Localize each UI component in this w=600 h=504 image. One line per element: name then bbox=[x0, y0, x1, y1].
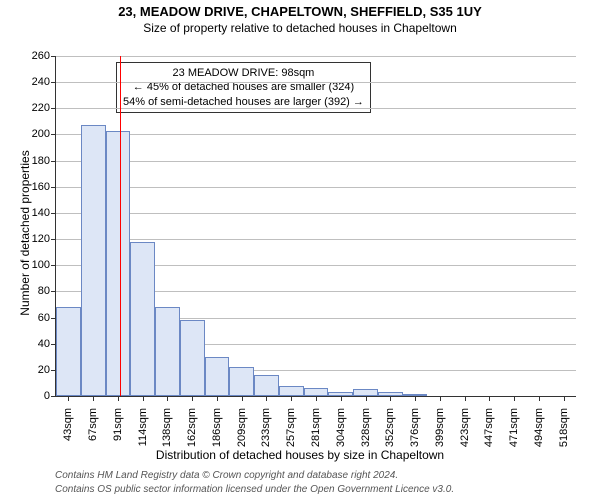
histogram-bar bbox=[304, 388, 329, 396]
xtick-label: 471sqm bbox=[508, 408, 520, 447]
xtick-label: 281sqm bbox=[310, 408, 322, 447]
xtick-mark bbox=[465, 396, 466, 401]
ytick-mark bbox=[51, 134, 56, 135]
xtick-label: 257sqm bbox=[285, 408, 297, 447]
xtick-label: 233sqm bbox=[260, 408, 272, 447]
xtick-mark bbox=[316, 396, 317, 401]
xtick-mark bbox=[514, 396, 515, 401]
ytick-mark bbox=[51, 56, 56, 57]
ytick-mark bbox=[51, 396, 56, 397]
xtick-mark bbox=[118, 396, 119, 401]
ytick-label: 60 bbox=[38, 312, 50, 324]
ytick-label: 20 bbox=[38, 364, 50, 376]
ytick-label: 180 bbox=[32, 155, 50, 167]
xtick-label: 328sqm bbox=[360, 408, 372, 447]
xtick-mark bbox=[167, 396, 168, 401]
ytick-mark bbox=[51, 265, 56, 266]
gridline bbox=[56, 213, 576, 214]
ytick-mark bbox=[51, 213, 56, 214]
gridline bbox=[56, 56, 576, 57]
xtick-mark bbox=[93, 396, 94, 401]
xtick-mark bbox=[390, 396, 391, 401]
ytick-mark bbox=[51, 291, 56, 292]
xtick-label: 114sqm bbox=[137, 408, 149, 446]
footer-line2: Contains OS public sector information li… bbox=[55, 484, 454, 495]
xtick-label: 138sqm bbox=[161, 408, 173, 447]
x-axis-label: Distribution of detached houses by size … bbox=[0, 448, 600, 462]
xtick-label: 304sqm bbox=[335, 408, 347, 447]
xtick-mark bbox=[564, 396, 565, 401]
xtick-mark bbox=[341, 396, 342, 401]
ytick-label: 240 bbox=[32, 76, 50, 88]
xtick-label: 352sqm bbox=[384, 408, 396, 447]
footer-line1: Contains HM Land Registry data © Crown c… bbox=[55, 470, 398, 481]
xtick-label: 423sqm bbox=[459, 408, 471, 447]
xtick-mark bbox=[192, 396, 193, 401]
xtick-mark bbox=[539, 396, 540, 401]
xtick-mark bbox=[366, 396, 367, 401]
gridline bbox=[56, 161, 576, 162]
ytick-mark bbox=[51, 161, 56, 162]
xtick-label: 209sqm bbox=[236, 408, 248, 447]
xtick-mark bbox=[291, 396, 292, 401]
ytick-mark bbox=[51, 239, 56, 240]
ytick-label: 100 bbox=[32, 259, 50, 271]
histogram-bar bbox=[254, 375, 279, 396]
xtick-label: 399sqm bbox=[434, 408, 446, 447]
xtick-label: 447sqm bbox=[483, 408, 495, 447]
gridline bbox=[56, 239, 576, 240]
annotation-line1: 23 MEADOW DRIVE: 98sqm bbox=[123, 66, 364, 80]
ytick-mark bbox=[51, 187, 56, 188]
xtick-label: 162sqm bbox=[186, 408, 198, 447]
xtick-label: 494sqm bbox=[533, 408, 545, 447]
xtick-mark bbox=[143, 396, 144, 401]
xtick-label: 186sqm bbox=[211, 408, 223, 447]
reference-line bbox=[120, 56, 121, 396]
annotation-line3: 54% of semi-detached houses are larger (… bbox=[123, 95, 364, 109]
xtick-label: 43sqm bbox=[62, 408, 74, 441]
xtick-label: 91sqm bbox=[112, 408, 124, 441]
histogram-bar bbox=[106, 131, 131, 396]
histogram-bar bbox=[155, 307, 180, 396]
ytick-label: 140 bbox=[32, 207, 50, 219]
xtick-mark bbox=[489, 396, 490, 401]
title-primary: 23, MEADOW DRIVE, CHAPELTOWN, SHEFFIELD,… bbox=[0, 4, 600, 19]
ytick-label: 0 bbox=[44, 390, 50, 402]
xtick-mark bbox=[217, 396, 218, 401]
ytick-label: 220 bbox=[32, 102, 50, 114]
xtick-mark bbox=[68, 396, 69, 401]
ytick-label: 40 bbox=[38, 338, 50, 350]
ytick-label: 120 bbox=[32, 233, 50, 245]
y-axis-label: Number of detached properties bbox=[18, 133, 32, 333]
plot-area: 23 MEADOW DRIVE: 98sqm ← 45% of detached… bbox=[55, 56, 576, 397]
gridline bbox=[56, 134, 576, 135]
gridline bbox=[56, 82, 576, 83]
xtick-mark bbox=[242, 396, 243, 401]
gridline bbox=[56, 187, 576, 188]
ytick-label: 80 bbox=[38, 285, 50, 297]
xtick-mark bbox=[266, 396, 267, 401]
xtick-label: 67sqm bbox=[87, 408, 99, 441]
xtick-mark bbox=[415, 396, 416, 401]
histogram-bar bbox=[229, 367, 254, 396]
ytick-label: 160 bbox=[32, 181, 50, 193]
xtick-label: 518sqm bbox=[558, 408, 570, 447]
ytick-mark bbox=[51, 108, 56, 109]
histogram-bar bbox=[205, 357, 230, 396]
annotation-box: 23 MEADOW DRIVE: 98sqm ← 45% of detached… bbox=[116, 62, 371, 113]
chart-container: 23, MEADOW DRIVE, CHAPELTOWN, SHEFFIELD,… bbox=[0, 4, 600, 504]
ytick-label: 200 bbox=[32, 128, 50, 140]
xtick-label: 376sqm bbox=[409, 408, 421, 447]
gridline bbox=[56, 108, 576, 109]
title-secondary: Size of property relative to detached ho… bbox=[0, 21, 600, 35]
histogram-bar bbox=[279, 386, 304, 396]
histogram-bar bbox=[180, 320, 205, 396]
ytick-label: 260 bbox=[32, 50, 50, 62]
histogram-bar bbox=[130, 242, 155, 396]
ytick-mark bbox=[51, 82, 56, 83]
xtick-mark bbox=[440, 396, 441, 401]
histogram-bar bbox=[56, 307, 81, 396]
histogram-bar bbox=[81, 125, 106, 396]
